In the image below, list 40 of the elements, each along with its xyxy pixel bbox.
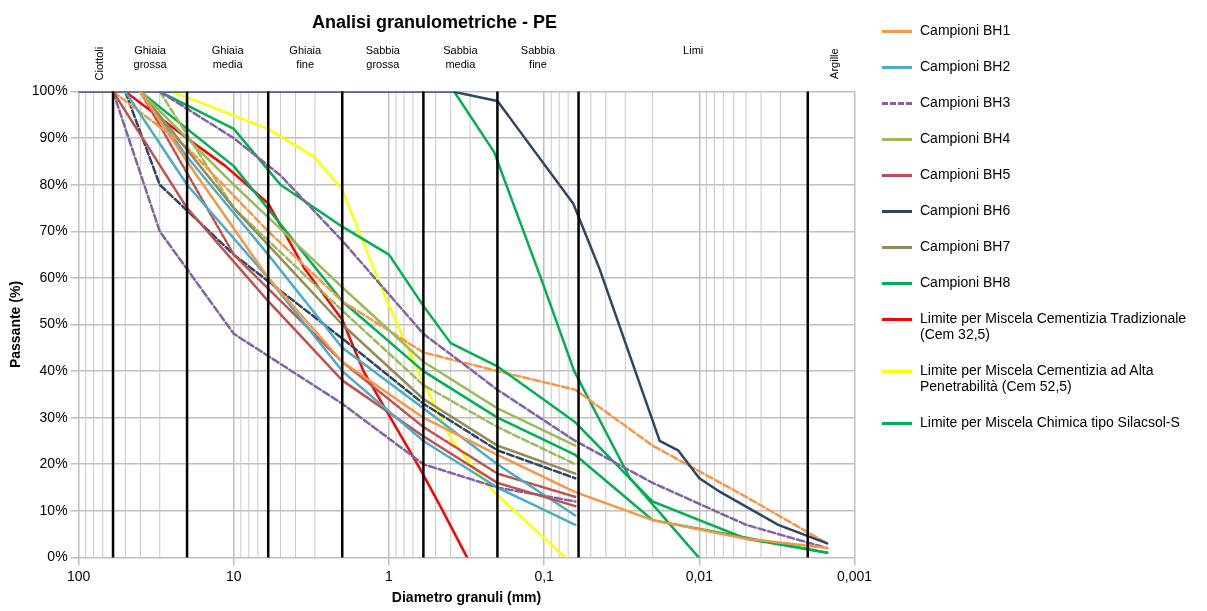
y-tick-label: 0% (47, 548, 68, 565)
legend-label: Campioni BH3 (920, 94, 1011, 110)
y-tick-label: 10% (39, 501, 68, 518)
y-axis-title: Passante (%) (7, 280, 24, 369)
x-tick-label: 100 (66, 567, 91, 584)
legend-label: Campioni BH8 (920, 274, 1011, 290)
y-tick-label: 70% (39, 222, 68, 239)
legend-label: Limite per Miscela Chimica tipo Silacsol-S (920, 414, 1180, 430)
legend-label: Campioni BH6 (920, 202, 1011, 218)
y-tick-label: 40% (39, 361, 68, 378)
text: Ghiaia grossa (133, 44, 168, 71)
x-axis-title: Diametro granuli (mm) (391, 589, 542, 606)
y-tick-label: 50% (39, 315, 68, 332)
text: Argille (828, 48, 841, 79)
y-tick-label: 100% (31, 82, 68, 99)
legend-label: Campioni BH4 (920, 130, 1011, 146)
text: Ciottoli (92, 46, 105, 81)
y-tick-label: 30% (39, 408, 68, 425)
legend-label: Limite per Miscela Cementizia ad Alta Penetrabilità (Cem 52,5) (920, 362, 1155, 394)
chart-title: Analisi granulometriche - PE (311, 11, 558, 32)
x-tick-label: 1 (385, 567, 394, 584)
y-tick-label: 20% (39, 455, 68, 472)
legend-label: Campioni BH1 (920, 22, 1011, 38)
text: Ghiaia fine (289, 44, 323, 71)
x-tick-label: 10 (225, 567, 242, 584)
legend-label: Campioni BH2 (920, 58, 1011, 74)
x-tick-label: 0,01 (685, 567, 714, 584)
text: Sabbia media (443, 44, 479, 71)
text: Sabbia grossa (365, 44, 401, 71)
x-tick-label: 0,001 (836, 567, 873, 584)
x-tick-label: 0,1 (534, 567, 555, 584)
legend-label: Limite per Miscela Cementizia Tradizionale (Cem 32,5) (920, 310, 1188, 342)
legend-label: Campioni BH5 (920, 166, 1011, 182)
legend-label: Campioni BH7 (920, 238, 1011, 254)
y-tick-label: 80% (39, 175, 68, 192)
text: Ghiaia media (211, 44, 245, 71)
y-tick-label: 90% (39, 129, 68, 146)
text: Limi (683, 44, 704, 57)
y-tick-label: 60% (39, 268, 68, 285)
text: Sabbia fine (520, 44, 556, 71)
